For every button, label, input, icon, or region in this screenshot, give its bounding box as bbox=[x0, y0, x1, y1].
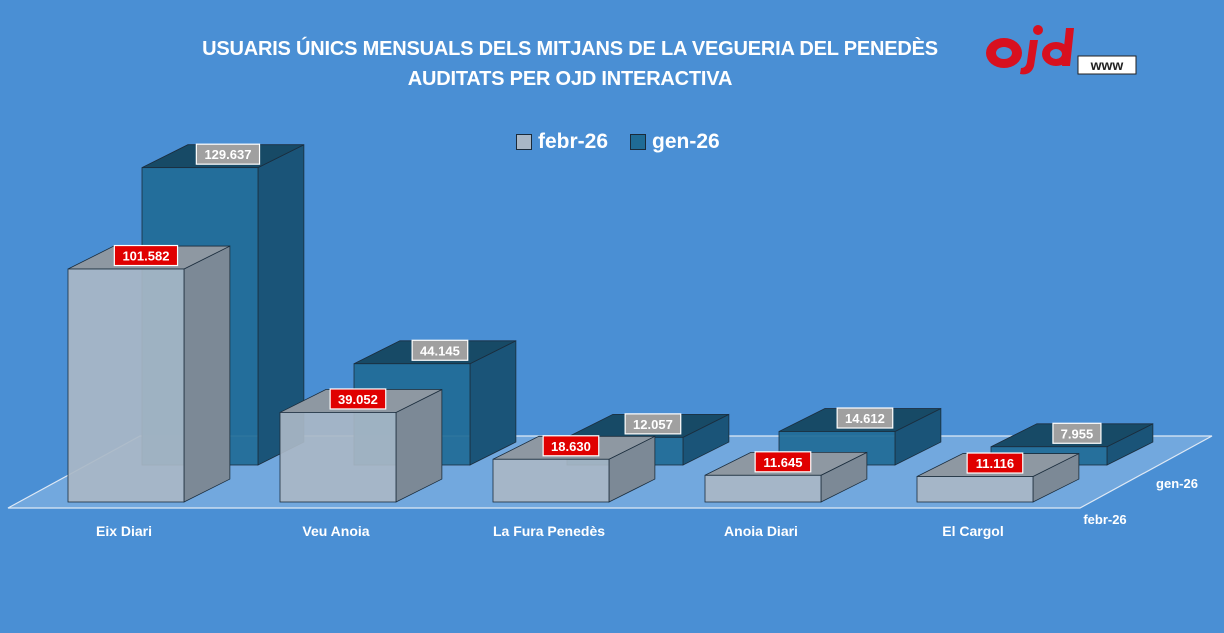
label-gen-3: 14.612 bbox=[836, 407, 894, 429]
label-gen-4-box bbox=[1052, 422, 1102, 444]
bar-febr-0-side bbox=[183, 245, 231, 503]
label-febr-0: 101.582 bbox=[113, 244, 179, 267]
label-gen-4-text: 7.955 bbox=[1061, 426, 1094, 441]
category-label-1: Veu Anoia bbox=[302, 523, 369, 539]
category-label-0: Eix Diari bbox=[96, 523, 152, 539]
chart-title: USUARIS ÚNICS MENSUALS DELS MITJANS DE L… bbox=[0, 34, 1140, 94]
label-febr-4-text: 11.116 bbox=[976, 456, 1014, 471]
label-gen-3-text: 14.612 bbox=[845, 411, 885, 426]
legend-label-febr: febr-26 bbox=[538, 130, 609, 153]
label-febr-0-box bbox=[113, 244, 179, 267]
bar-febr-2-front bbox=[492, 458, 610, 503]
label-gen-4: 7.955 bbox=[1052, 422, 1102, 444]
legend-item-gen: gen-26 bbox=[630, 130, 720, 154]
bar-febr-0 bbox=[67, 245, 231, 503]
legend-swatch-febr bbox=[516, 134, 532, 150]
depth-label-febr-26: febr-26 bbox=[1083, 512, 1126, 527]
legend-swatch-gen bbox=[630, 134, 647, 150]
label-febr-1: 39.052 bbox=[329, 388, 387, 410]
bar-febr-1 bbox=[279, 388, 443, 503]
chart-title-line-1: USUARIS ÚNICS MENSUALS DELS MITJANS DE L… bbox=[202, 38, 938, 60]
bar-febr-3-front bbox=[704, 474, 822, 503]
bar-febr-4 bbox=[916, 452, 1080, 503]
legend-item-febr: febr-26 bbox=[516, 130, 608, 154]
label-febr-0-text: 101.582 bbox=[122, 249, 169, 264]
label-gen-1-box bbox=[411, 339, 469, 361]
chart-title-line-2: AUDITATS PER OJD INTERACTIVA bbox=[407, 68, 733, 90]
label-febr-1-text: 39.052 bbox=[338, 392, 378, 407]
legend: febr-26 gen-26 bbox=[516, 130, 720, 154]
bar-febr-1-front bbox=[279, 412, 397, 503]
label-gen-0: 129.637 bbox=[195, 143, 261, 165]
category-label-3: Anoia Diari bbox=[724, 523, 798, 539]
label-febr-4: 11.116 bbox=[966, 452, 1024, 474]
bar-febr-4-front bbox=[916, 476, 1034, 503]
label-febr-2-box bbox=[542, 435, 600, 457]
category-label-4: El Cargol bbox=[942, 523, 1003, 539]
label-gen-3-box bbox=[836, 407, 894, 429]
bar-febr-0-front bbox=[67, 268, 185, 503]
label-gen-0-text: 129.637 bbox=[204, 147, 251, 162]
legend-label-gen: gen-26 bbox=[652, 130, 720, 153]
logo-www-text: www bbox=[1090, 57, 1124, 73]
label-febr-3-box bbox=[754, 451, 812, 473]
label-gen-2-box bbox=[624, 413, 682, 435]
label-gen-1-text: 44.145 bbox=[420, 343, 460, 358]
category-label-2: La Fura Penedès bbox=[493, 523, 605, 539]
series-febr-26 bbox=[67, 245, 1080, 503]
label-gen-0-box bbox=[195, 143, 261, 165]
label-gen-2: 12.057 bbox=[624, 413, 682, 435]
label-febr-2: 18.630 bbox=[542, 435, 600, 457]
label-febr-2-text: 18.630 bbox=[551, 439, 591, 454]
ojd-logo: www bbox=[982, 16, 1142, 78]
label-febr-4-box bbox=[966, 452, 1024, 474]
label-febr-3: 11.645 bbox=[754, 451, 812, 473]
data-labels: 129.637 101.582 Eix Diari 44.145 39.052 Veu A… bbox=[96, 143, 1102, 539]
label-febr-1-box bbox=[329, 388, 387, 410]
label-febr-3-text: 11.645 bbox=[763, 455, 802, 470]
label-gen-2-text: 12.057 bbox=[633, 417, 673, 432]
depth-label-gen-26: gen-26 bbox=[1156, 476, 1198, 491]
label-gen-1: 44.145 bbox=[411, 339, 469, 361]
